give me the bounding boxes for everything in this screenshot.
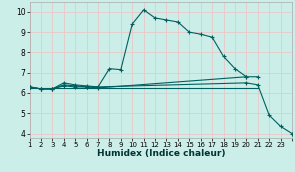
X-axis label: Humidex (Indice chaleur): Humidex (Indice chaleur) [96, 149, 225, 158]
